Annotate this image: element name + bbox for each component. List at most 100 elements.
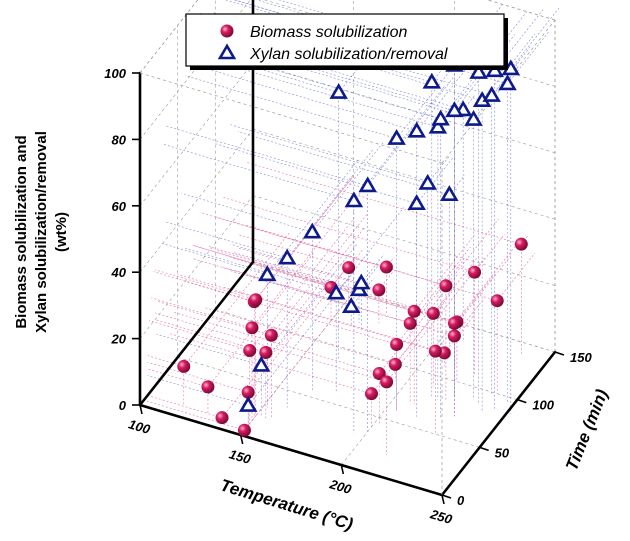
biomass-point [447, 329, 461, 343]
dropline [245, 161, 522, 245]
y-tick [441, 494, 452, 499]
biomass-point [403, 316, 417, 330]
dropline [244, 291, 354, 431]
grid-line [177, 357, 480, 448]
dropline [237, 247, 379, 291]
biomass-point [364, 387, 378, 401]
dropline [251, 198, 354, 328]
xylan-point [440, 185, 459, 201]
dropline [312, 141, 385, 233]
dropline [230, 257, 332, 288]
biomass-point [245, 321, 259, 335]
xylan-point [344, 191, 364, 208]
biomass-point [259, 346, 273, 360]
droplines [143, 0, 560, 455]
dropline [222, 196, 475, 273]
biomass-point [342, 261, 356, 275]
xylan-point [431, 109, 450, 126]
dropline [166, 221, 288, 259]
dropline [233, 0, 455, 66]
xylan-point [464, 109, 483, 126]
dropline [335, 207, 405, 294]
x-tick [340, 464, 345, 475]
y-tick [554, 351, 565, 356]
dropline [510, 7, 560, 70]
biomass-point [390, 337, 404, 351]
xylan-point [277, 248, 297, 265]
z-tick-label: 100 [104, 66, 126, 81]
x-tick [441, 494, 445, 505]
y-tick-label: 0 [457, 493, 465, 508]
dropline [286, 148, 375, 259]
legend-biomass-marker [220, 24, 234, 38]
dropline [185, 281, 397, 345]
dropline [379, 273, 459, 374]
dropline [192, 258, 411, 324]
xylan-point [352, 273, 371, 290]
legend-box [185, 13, 505, 67]
x-tick-label: 100 [127, 416, 153, 437]
dropline [435, 255, 511, 352]
dropline [143, 399, 245, 431]
x-axis-line [138, 403, 444, 497]
y-tick-label: 150 [570, 350, 592, 365]
dropline [454, 246, 515, 324]
biomass-point [426, 306, 440, 320]
dropline [491, 45, 532, 96]
dropline [154, 319, 266, 353]
xylan-point [407, 194, 426, 210]
dropline [215, 143, 417, 204]
dropline [153, 271, 255, 302]
dropline [192, 245, 415, 312]
xylan-point [482, 85, 501, 102]
grid-line [252, 195, 556, 286]
dropline [147, 368, 209, 388]
biomass-point [379, 260, 393, 274]
legend-biomass-label: Biomass solubilization [250, 24, 408, 41]
legend-xylan-marker [217, 43, 237, 60]
xylan-point [329, 83, 348, 99]
floor-edge [138, 260, 255, 407]
biomass-point [447, 316, 461, 330]
xylan-point [358, 176, 377, 193]
box-edge [139, 0, 199, 74]
dropline [413, 234, 475, 312]
dropline [454, 297, 485, 337]
biomass-point [177, 359, 191, 373]
dropline [181, 192, 313, 233]
dropline [147, 395, 223, 418]
y-tick [517, 398, 527, 404]
y-axis-line [440, 350, 557, 497]
xylan-point [422, 72, 442, 89]
dropline [221, 284, 328, 418]
dropline [170, 333, 372, 394]
grid-line [252, 128, 556, 220]
dropline [224, 0, 508, 85]
dropline [154, 312, 387, 383]
y-tick-label: 100 [532, 398, 554, 413]
dropline [462, 95, 475, 111]
dropline [440, 38, 505, 120]
z-tick-label: 60 [112, 199, 127, 214]
box-edge [139, 72, 443, 164]
dropline [249, 218, 354, 351]
y-tick [479, 446, 489, 452]
biomass-point [439, 279, 453, 293]
dropline [267, 160, 358, 275]
dropline [474, 233, 505, 273]
biomass-point [241, 385, 255, 399]
dropline [237, 234, 349, 268]
axis-box [138, 0, 557, 497]
y-axis-title: Time (min) [562, 386, 612, 473]
biomass-point [468, 265, 482, 279]
dropline [192, 32, 455, 112]
grid-line [139, 62, 254, 206]
xylan-point [238, 395, 258, 412]
grid-line [139, 195, 254, 339]
dropline [200, 56, 438, 128]
biomass-point [215, 411, 229, 425]
dropline [207, 253, 314, 388]
xylan-point [418, 173, 437, 190]
xylan-point [428, 117, 448, 134]
